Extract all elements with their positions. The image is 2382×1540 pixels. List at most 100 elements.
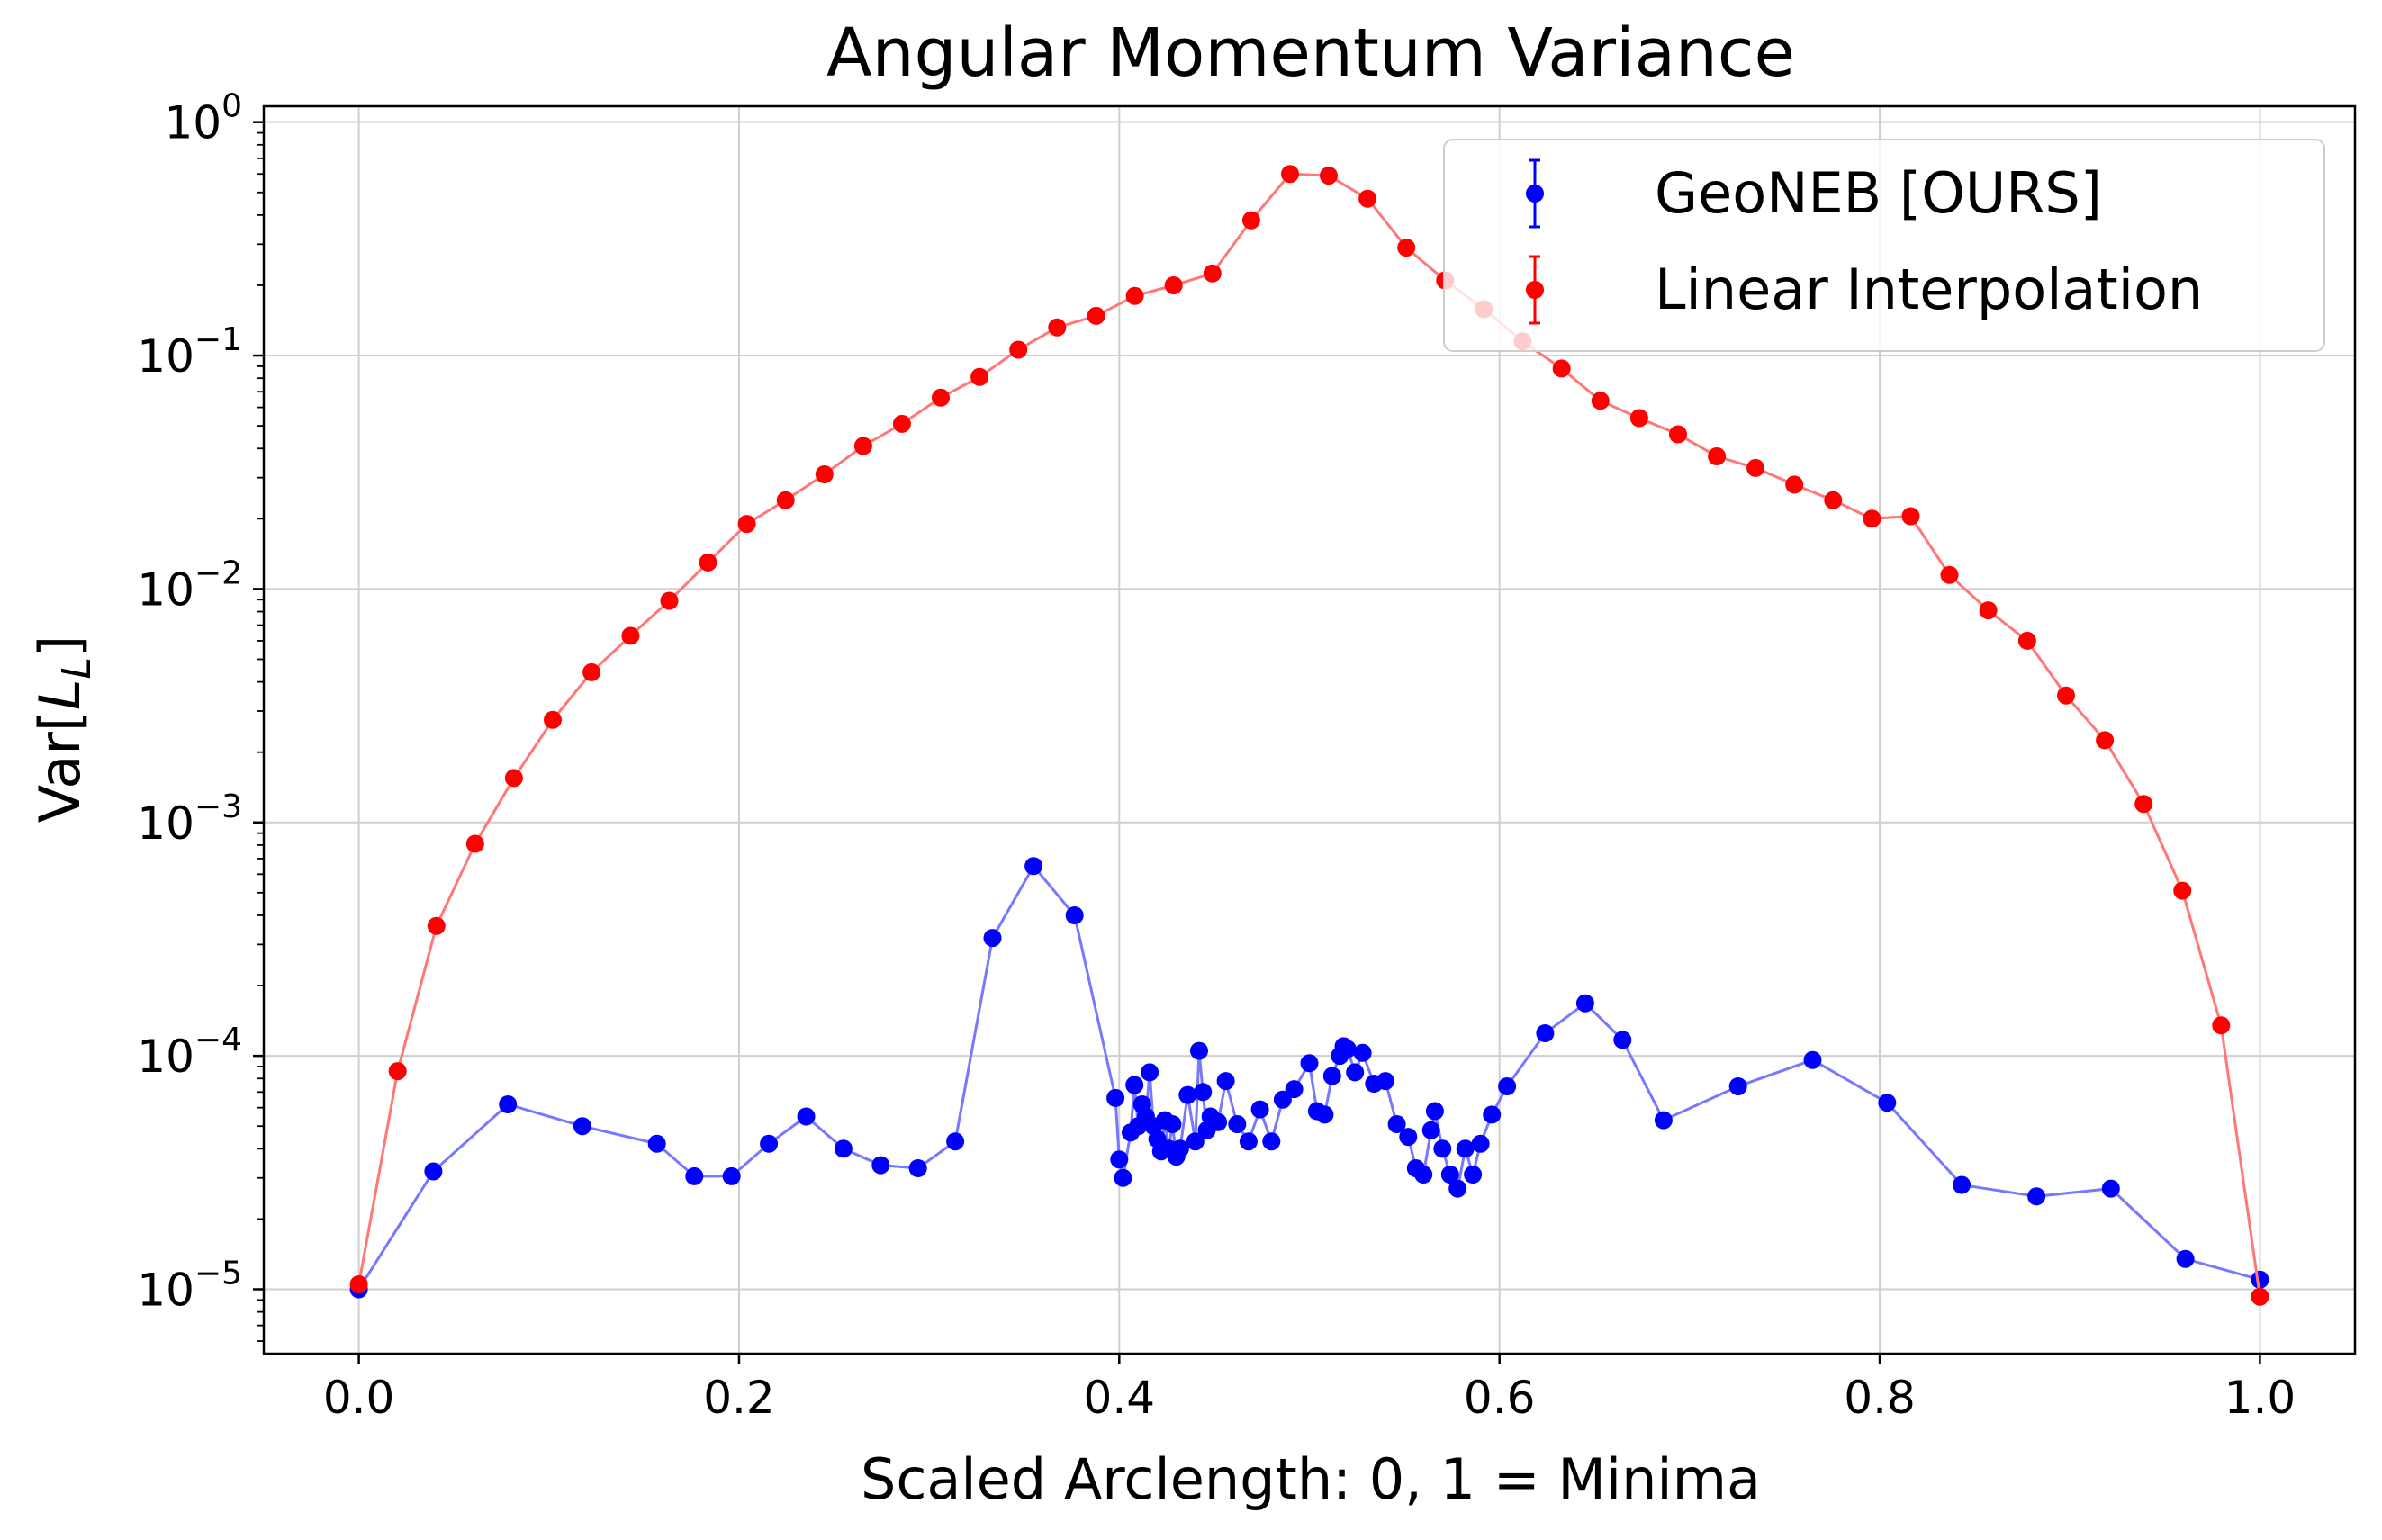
data-point [1239,1132,1258,1151]
data-point [2017,631,2036,650]
data-point [465,834,484,853]
data-point [1106,1088,1125,1107]
legend: GeoNEB [OURS] Linear Interpolation [1443,139,2325,352]
legend-entry-linear: Linear Interpolation [1526,255,2203,325]
data-point [815,465,834,483]
data-point [1376,1072,1394,1091]
data-point [2134,795,2153,814]
y-axis-label: Var[LL] [27,635,100,824]
data-point [1552,359,1571,378]
data-point [2251,1270,2269,1289]
data-point [2176,1249,2195,1268]
data-point [1273,1090,1292,1109]
data-point [1216,1072,1235,1091]
series-geoneb [349,857,2269,1299]
data-point [1358,189,1377,208]
data-point [970,367,989,386]
data-point [1281,165,1299,184]
y-tick-label: 100 [164,88,242,149]
data-point [504,769,523,788]
data-point [1536,1024,1555,1042]
data-point [1785,475,1804,494]
y-tick-label: 10−3 [137,788,242,850]
series-linear-interpolation [349,165,2269,1306]
y-axis-label-main: Var[ [27,710,93,823]
data-point [1878,1094,1897,1112]
data-point [1953,1175,1971,1194]
data-point [1241,211,1260,230]
x-tick-label: 0.4 [1084,1372,1156,1424]
data-point [1824,491,1843,509]
data-point [388,1062,407,1081]
data-point [1285,1080,1304,1099]
data-point [1448,1179,1467,1198]
legend-marker-linear [1526,281,1544,299]
legend-label-geoneb: GeoNEB [OURS] [1655,160,2102,226]
legend-label-linear: Linear Interpolation [1655,257,2203,322]
data-point [621,626,640,645]
data-point [1433,1139,1452,1158]
data-point [1979,601,1998,620]
data-point [1414,1166,1433,1184]
data-point [1803,1050,1822,1069]
data-point [1164,276,1183,294]
data-point [1315,1105,1334,1124]
data-point [1114,1168,1132,1187]
data-point [1141,1063,1159,1082]
x-axis: 0.0 0.2 0.4 0.6 0.8 1.0 [323,1354,2296,1424]
data-point [1397,239,1416,257]
data-point [544,710,562,729]
data-point [1009,340,1028,359]
data-point [1440,1166,1459,1184]
chart-title: Angular Momentum Variance [826,14,1795,92]
data-point [2027,1187,2046,1206]
data-point [722,1166,741,1185]
data-point [424,1162,443,1181]
legend-box [1443,139,2325,352]
data-point [685,1166,704,1185]
data-point [871,1156,890,1175]
data-point [797,1107,816,1126]
data-point [1178,1085,1197,1104]
data-point [2101,1179,2120,1198]
data-point [1387,1115,1406,1133]
data-point [1613,1031,1632,1049]
data-point [932,388,950,407]
data-point [853,437,872,455]
data-point [1170,1139,1189,1158]
data-point [1024,857,1043,876]
data-point [1425,1102,1444,1121]
data-point [1464,1166,1483,1184]
data-point [1471,1134,1490,1153]
data-point [1320,167,1338,185]
plot-frame [262,104,2357,1355]
y-tick-label: 10−4 [137,1022,242,1083]
data-point [1498,1077,1517,1095]
data-point [2057,686,2075,705]
data-point [1322,1067,1341,1085]
y-axis-label-subscript: L [54,657,100,680]
data-point [2173,881,2192,900]
data-point [1163,1115,1182,1133]
data-point [737,515,756,534]
data-point [1421,1121,1440,1139]
legend-marker-geoneb [1526,185,1544,203]
data-point [946,1132,965,1151]
data-point [2251,1287,2269,1306]
y-tick-label: 10−1 [137,321,242,383]
data-point [908,1159,927,1177]
data-point [1940,565,1959,584]
data-point [1456,1139,1475,1158]
grid [264,106,2355,1354]
data-point [760,1134,779,1153]
data-point [892,414,911,433]
y-tick-label: 10−2 [137,554,242,616]
data-point [582,662,601,681]
x-tick-label: 0.6 [1464,1372,1536,1424]
data-point [1338,1040,1357,1058]
data-point [1591,392,1610,410]
data-point [1190,1041,1208,1060]
legend-entry-geoneb: GeoNEB [OURS] [1526,158,2102,229]
data-point [1209,1112,1228,1131]
